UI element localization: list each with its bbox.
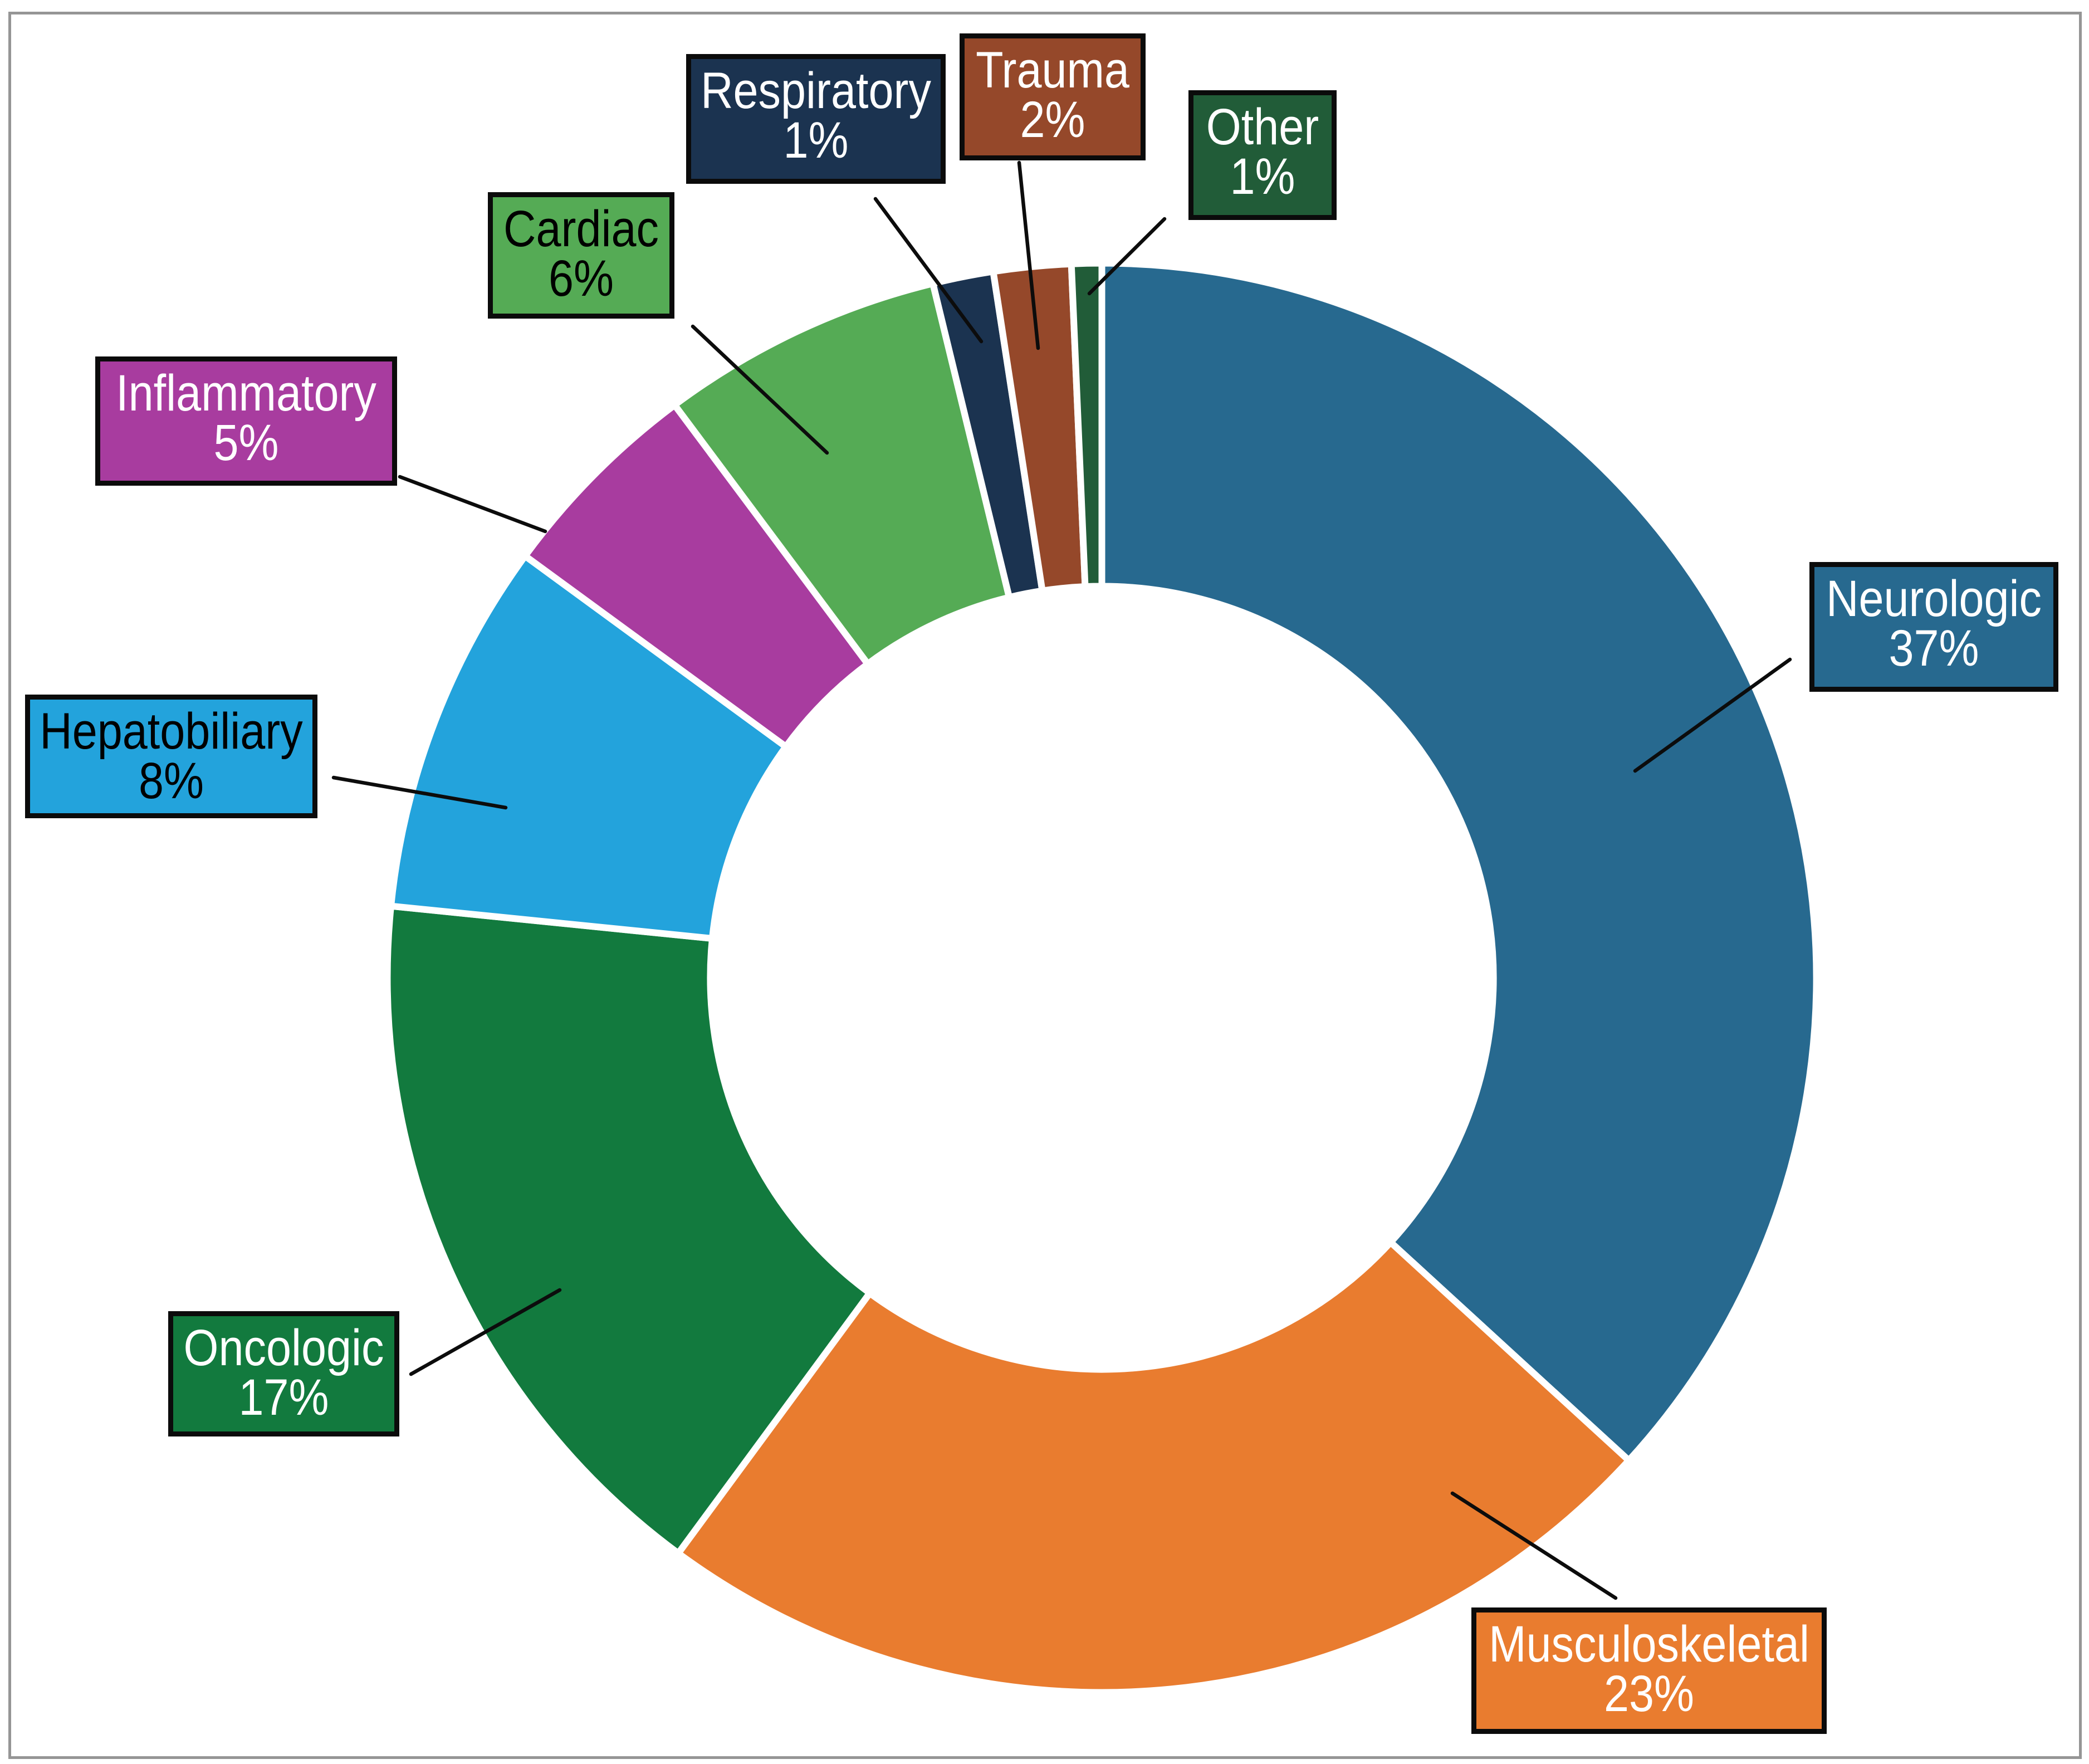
svg-text:1%: 1% [783,112,848,169]
svg-text:Hepatobiliary: Hepatobiliary [40,703,303,760]
svg-text:Inflammatory: Inflammatory [116,365,376,422]
svg-text:17%: 17% [238,1369,329,1426]
svg-text:Cardiac: Cardiac [503,201,659,257]
svg-text:Neurologic: Neurologic [1826,570,2042,627]
svg-text:2%: 2% [1020,91,1085,148]
svg-text:Oncologic: Oncologic [184,1320,384,1376]
svg-text:Respiratory: Respiratory [701,62,931,119]
svg-text:5%: 5% [213,414,278,471]
svg-text:23%: 23% [1604,1665,1694,1722]
svg-text:Trauma: Trauma [976,42,1130,99]
svg-text:6%: 6% [549,250,614,307]
svg-text:37%: 37% [1889,620,1979,677]
svg-text:Other: Other [1206,99,1319,155]
svg-text:8%: 8% [139,752,204,809]
svg-text:Musculoskeletal: Musculoskeletal [1489,1616,1809,1673]
svg-text:1%: 1% [1230,148,1295,205]
